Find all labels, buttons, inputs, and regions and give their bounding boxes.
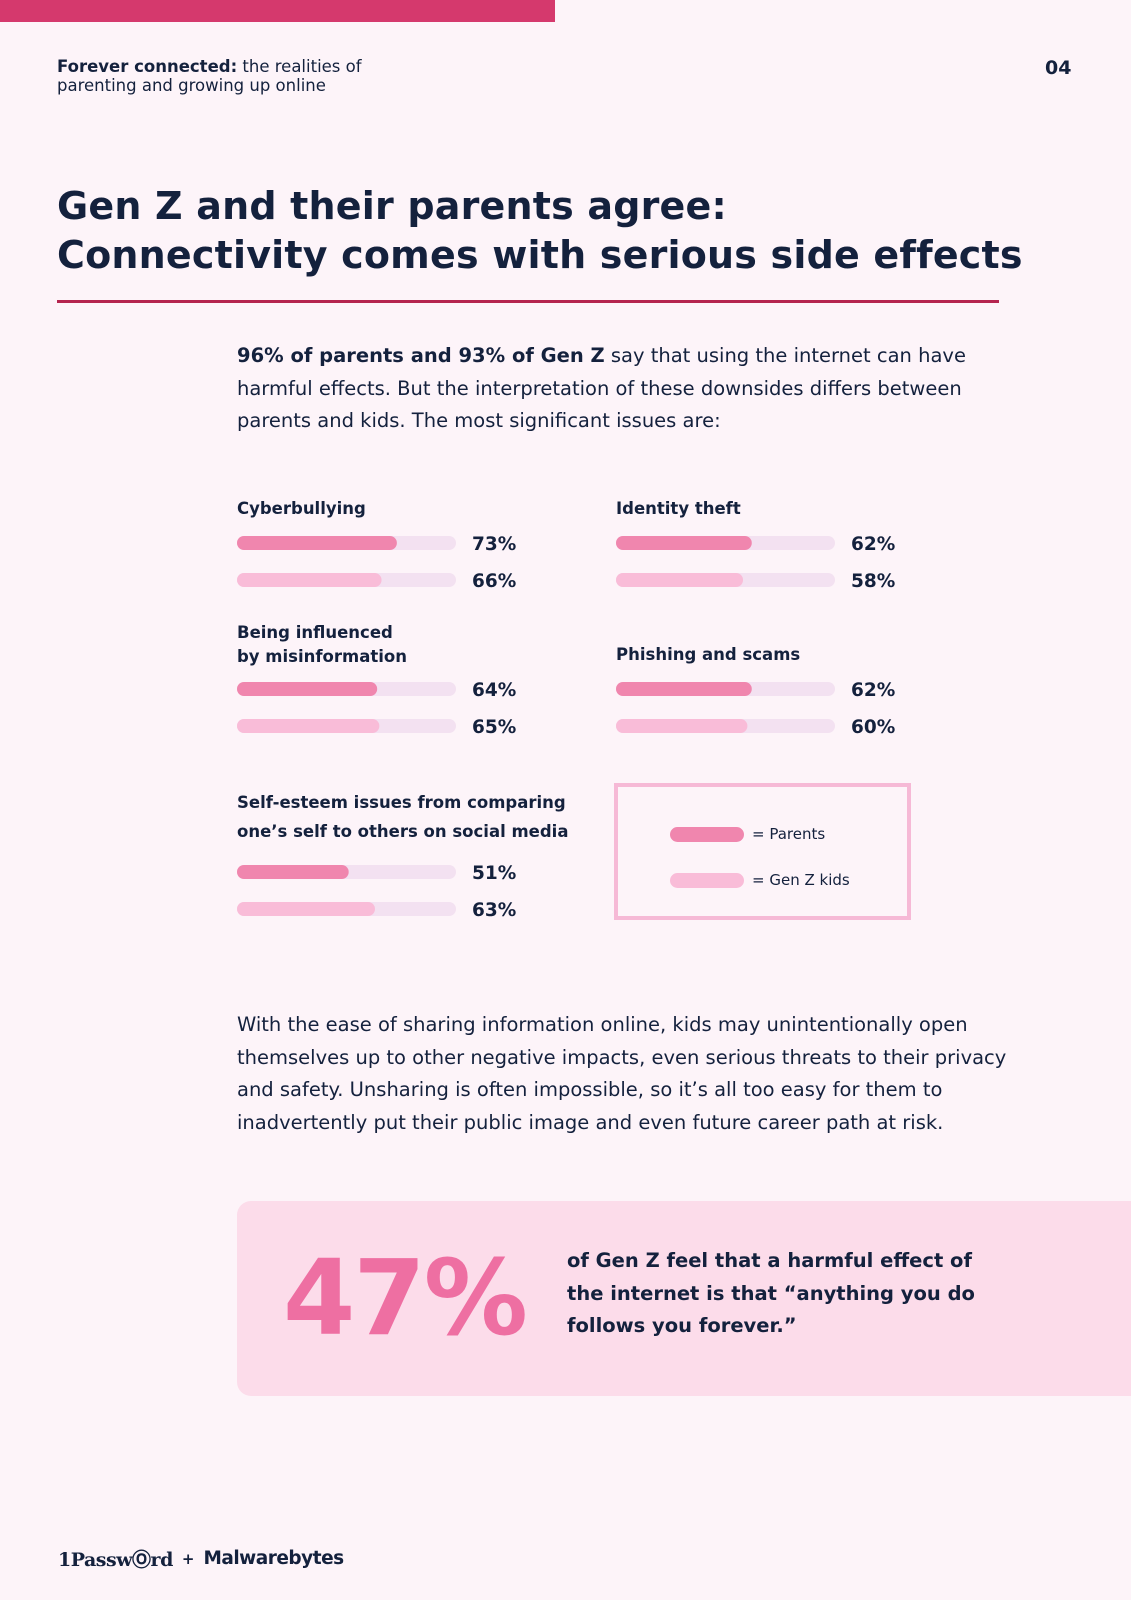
bar-genz <box>237 902 375 916</box>
stat-callout: 47% of Gen Z feel that a harmful effect … <box>237 1201 1131 1396</box>
intro-bold: 96% of parents and 93% of Gen Z <box>237 344 605 367</box>
legend-swatch-parents <box>670 826 744 842</box>
bar-genz <box>237 573 382 587</box>
bar-track <box>616 536 835 550</box>
value-label-genz: 65% <box>472 717 516 738</box>
title-divider <box>57 300 999 303</box>
category-label: Phishing and scams <box>616 645 800 664</box>
bar-track <box>237 719 456 733</box>
bar-track <box>616 719 835 733</box>
bar-track <box>237 682 456 696</box>
page-title: Gen Z and their parents agree: Connectiv… <box>57 182 1023 280</box>
value-label-parents: 62% <box>851 534 895 555</box>
callout-stat: 47% <box>283 1237 528 1359</box>
header-title-bold: Forever connected: <box>57 57 238 76</box>
logo-plus: + <box>181 1549 195 1568</box>
header-title-line2: parenting and growing up online <box>57 76 326 95</box>
legend-item-parents: = Parents <box>670 825 825 843</box>
header-title-rest: the realities of <box>242 57 362 76</box>
bar-parents <box>237 682 378 696</box>
value-label-parents: 51% <box>472 863 516 884</box>
value-label-genz: 66% <box>472 571 516 592</box>
top-accent-bar <box>0 0 555 22</box>
title-line2: Connectivity comes with serious side eff… <box>57 233 1023 277</box>
value-label-genz: 58% <box>851 571 895 592</box>
bar-genz <box>237 719 380 733</box>
issues-bar-chart: Cyberbullying 73% 66% Identity theft 62% 58% B… <box>237 499 895 921</box>
bar-track <box>237 865 456 879</box>
legend-swatch-genz <box>670 872 744 888</box>
category-label: Cyberbullying <box>237 499 366 518</box>
bar-parents <box>237 536 397 550</box>
legend-label-parents: = Parents <box>752 825 826 843</box>
category-label: Self-esteem issues from comparing one’s s… <box>237 793 568 841</box>
bar-track <box>237 536 456 550</box>
body-paragraph: With the ease of sharing information onl… <box>237 1013 1007 1134</box>
category-label: Identity theft <box>616 499 741 518</box>
document-header: Forever connected: the realities of pare… <box>57 57 362 95</box>
bar-track <box>237 902 456 916</box>
page-number: 04 <box>1045 57 1072 79</box>
callout-text: of Gen Z feel that a harmful effect of t… <box>567 1249 975 1337</box>
title-line1: Gen Z and their parents agree: <box>57 184 727 228</box>
value-label-parents: 62% <box>851 680 895 701</box>
value-label-genz: 63% <box>472 900 516 921</box>
bar-parents <box>616 682 752 696</box>
bar-parents <box>616 536 752 550</box>
footer-logos: 1PasswⓄrd + Malwarebytes <box>58 1545 344 1572</box>
value-label-genz: 60% <box>851 717 895 738</box>
bar-track <box>616 682 835 696</box>
legend-item-genz: = Gen Z kids <box>670 871 850 889</box>
bar-parents <box>237 865 349 879</box>
bar-genz <box>616 719 748 733</box>
chart-legend: = Parents = Gen Z kids <box>614 783 911 920</box>
onepassword-logo: 1PasswⓄrd <box>58 1549 173 1571</box>
intro-paragraph: 96% of parents and 93% of Gen Z say that… <box>237 340 977 438</box>
category-label: Being influenced by misinformation <box>237 623 407 666</box>
bar-track <box>237 573 456 587</box>
value-label-parents: 73% <box>472 534 516 555</box>
intro-text: say that using the internet can have har… <box>237 344 966 432</box>
bar-genz <box>616 573 744 587</box>
value-label-parents: 64% <box>472 680 516 701</box>
legend-label-genz: = Gen Z kids <box>752 871 850 889</box>
malwarebytes-logo: Malwarebytes <box>203 1548 344 1569</box>
bar-track <box>616 573 835 587</box>
